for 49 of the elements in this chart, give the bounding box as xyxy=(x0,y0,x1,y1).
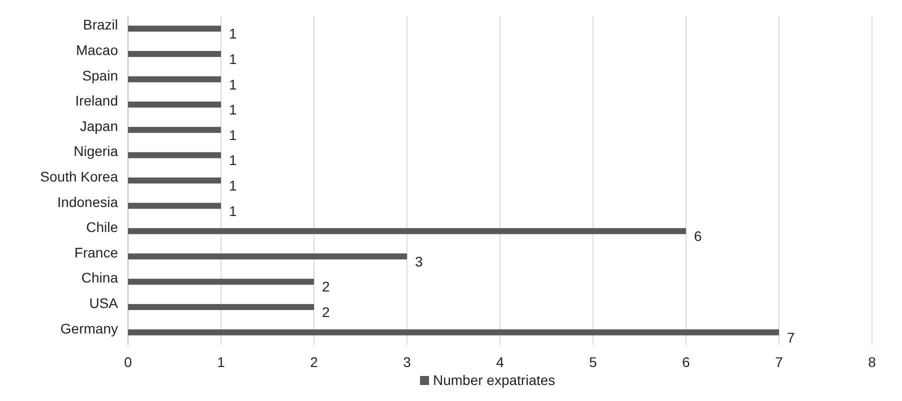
data-label: 3 xyxy=(415,253,423,270)
bar xyxy=(128,228,686,234)
bar xyxy=(128,278,314,285)
y-tick-label: USA xyxy=(89,295,119,312)
bar xyxy=(128,253,407,260)
x-tick-label: 4 xyxy=(496,354,504,370)
legend-label: Number expatriates xyxy=(433,372,556,388)
data-label: 1 xyxy=(229,178,237,194)
y-tick-label: Chile xyxy=(86,219,118,236)
data-label: 7 xyxy=(787,329,795,346)
y-tick-label: South Korea xyxy=(40,168,118,184)
bar xyxy=(128,304,314,310)
y-tick-label: Indonesia xyxy=(57,194,118,210)
data-label: 2 xyxy=(322,304,330,320)
x-tick-label: 3 xyxy=(403,354,412,370)
x-tick-label: 0 xyxy=(124,354,132,370)
y-tick-label: China xyxy=(81,270,118,286)
data-label: 6 xyxy=(694,228,702,244)
x-tick-label: 2 xyxy=(310,354,318,370)
bar xyxy=(128,126,221,133)
x-tick-label: 5 xyxy=(589,354,598,370)
data-label: 1 xyxy=(229,152,237,168)
data-label: 1 xyxy=(229,26,237,42)
data-label: 1 xyxy=(229,76,237,92)
data-label: 1 xyxy=(229,126,237,143)
bar xyxy=(128,178,221,184)
bar xyxy=(128,26,221,32)
y-tick-label: Spain xyxy=(82,67,118,84)
bar xyxy=(128,102,221,108)
data-label: 1 xyxy=(229,202,237,219)
x-tick-label: 8 xyxy=(868,354,876,370)
x-tick-label: 1 xyxy=(217,354,226,370)
x-tick-label: 7 xyxy=(775,354,784,370)
data-label: 2 xyxy=(322,278,330,295)
data-label: 1 xyxy=(229,50,237,67)
bar xyxy=(128,329,779,336)
y-tick-label: Germany xyxy=(60,320,118,336)
bar xyxy=(128,202,221,209)
bar xyxy=(128,152,221,158)
y-tick-label: Brazil xyxy=(82,16,118,33)
bar xyxy=(128,50,221,57)
x-tick-label: 6 xyxy=(682,354,690,370)
data-label: 1 xyxy=(229,102,237,118)
bar xyxy=(128,76,221,82)
y-tick-label: Ireland xyxy=(75,92,118,109)
y-tick-label: Japan xyxy=(80,118,118,134)
y-tick-label: Nigeria xyxy=(74,143,118,160)
y-tick-label: Macao xyxy=(76,42,118,58)
y-tick-label: France xyxy=(74,244,118,260)
